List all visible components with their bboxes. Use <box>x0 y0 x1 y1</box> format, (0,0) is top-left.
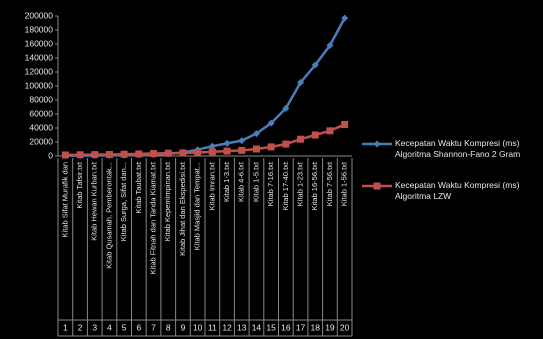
y-tick-label: 0 <box>48 150 53 160</box>
y-tick-label: 200000 <box>25 10 54 20</box>
category-number: 7 <box>151 322 156 332</box>
y-tick-label: 160000 <box>25 38 54 48</box>
category-number: 17 <box>296 322 306 332</box>
x-tick-label: Kitab 17-40.txt <box>281 161 290 210</box>
category-number: 6 <box>136 322 141 332</box>
marker <box>164 149 172 157</box>
y-tick-label: 20000 <box>29 136 53 146</box>
x-tick-label: Kitab Surga, Sifat dan... <box>119 162 128 241</box>
category-number: 10 <box>193 322 203 332</box>
x-tick-label: Kitab Jihat dan Ekspedisi.txt <box>178 161 187 256</box>
category-number: 15 <box>266 322 276 332</box>
x-tick-label: Kitab 4-6.txt <box>237 161 246 202</box>
marker <box>208 142 216 150</box>
marker <box>135 150 143 158</box>
marker <box>223 147 231 155</box>
x-tick-label: Kitab Tafsir.txt <box>75 161 84 208</box>
category-number: 14 <box>252 322 262 332</box>
x-tick-label: Kitab Qusamah, Pemberontak... <box>104 162 113 269</box>
marker <box>282 140 290 148</box>
x-tick-label: Kitab 1-56.txt <box>340 161 349 206</box>
y-tick-label: 140000 <box>25 52 54 62</box>
marker <box>150 150 158 158</box>
category-number: 16 <box>281 322 291 332</box>
legend-marker <box>373 182 381 190</box>
category-number: 3 <box>92 322 97 332</box>
marker <box>238 137 246 145</box>
category-number: 13 <box>237 322 247 332</box>
marker <box>223 139 231 147</box>
marker <box>194 149 202 156</box>
x-tick-label: Kitab 16-56.txt <box>310 161 319 210</box>
series-line <box>65 17 346 157</box>
marker <box>252 130 260 138</box>
x-tick-label: Kitab 7-56.txt <box>325 161 334 206</box>
y-tick-label: 180000 <box>25 24 54 34</box>
x-tick-label: Kitab Fitnah dan Tanda Kiamat.txt <box>149 161 158 274</box>
marker <box>208 148 216 156</box>
legend-label: Kecepatan Waktu Kompresi (ms) Algoritma … <box>395 138 521 159</box>
x-tick-label: Kitab Taubat.txt <box>134 161 143 213</box>
marker <box>76 151 84 159</box>
y-tick-label: 100000 <box>25 80 54 90</box>
category-number: 11 <box>208 322 217 332</box>
marker <box>326 41 334 49</box>
marker <box>341 121 349 128</box>
x-tick-label: Kitab Hewan Kurban.txt <box>90 161 99 241</box>
category-number: 18 <box>311 322 321 332</box>
x-tick-label: Kitab 1-23.txt <box>296 161 305 206</box>
marker <box>61 151 69 159</box>
category-number: 5 <box>122 322 127 332</box>
marker <box>252 145 260 153</box>
category-number: 19 <box>325 322 335 332</box>
marker <box>91 151 99 159</box>
x-tick-label: Kitab 1-3.txt <box>222 161 231 202</box>
marker <box>179 149 187 157</box>
marker <box>311 61 319 69</box>
x-tick-label: Kitab Sifat Murafik dan <box>60 162 69 237</box>
marker <box>326 127 334 135</box>
x-tick-label: Kitab Masjid dan Tempat... <box>193 162 202 250</box>
category-number: 12 <box>222 322 232 332</box>
legend-marker <box>373 140 381 148</box>
marker <box>297 79 305 86</box>
x-tick-label: Kitab 1-5.txt <box>251 161 260 202</box>
marker <box>105 150 113 158</box>
marker <box>297 135 305 143</box>
x-tick-label: Kitab 7-16.txt <box>266 161 275 206</box>
category-number: 4 <box>107 322 112 332</box>
marker <box>267 119 275 127</box>
marker <box>282 104 290 112</box>
category-number: 8 <box>166 322 171 332</box>
y-tick-label: 40000 <box>29 122 53 132</box>
marker <box>120 150 128 158</box>
category-number: 9 <box>181 322 186 332</box>
marker <box>238 146 246 154</box>
category-number: 1 <box>63 322 68 332</box>
y-tick-label: 60000 <box>29 108 53 118</box>
marker <box>267 143 275 151</box>
category-number: 2 <box>78 322 83 332</box>
y-tick-label: 120000 <box>25 66 54 76</box>
legend-label: Kecepatan Waktu Kompresi (ms) Algoritma … <box>395 180 520 201</box>
x-tick-label: Kitab Imran.txt <box>207 161 216 210</box>
marker <box>311 131 319 139</box>
y-tick-label: 80000 <box>29 94 53 104</box>
marker <box>341 14 349 22</box>
x-tick-label: Kitab Kepemimpinan.txt <box>163 161 172 241</box>
category-number: 20 <box>340 322 350 332</box>
